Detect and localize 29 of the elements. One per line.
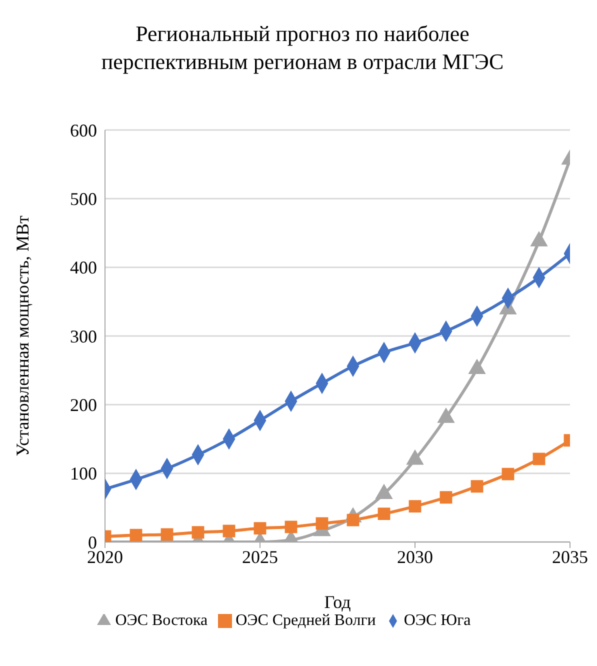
legend-label: ОЭС Средней Волги — [236, 612, 376, 629]
y-tick-label: 600 — [70, 120, 97, 140]
point — [284, 520, 298, 534]
point — [532, 452, 546, 466]
y-tick-label: 400 — [70, 258, 97, 278]
y-tick-label: 100 — [70, 464, 97, 484]
point — [160, 528, 174, 541]
point — [222, 524, 236, 538]
chart-title: Региональный прогноз по наиболее перспективным регионам в отрасли МГЭС — [100, 20, 505, 76]
point — [130, 528, 142, 542]
point — [502, 468, 514, 480]
y-axis-title: Установленная мощность, МВт — [12, 215, 32, 456]
y-tick-label: 500 — [70, 189, 97, 210]
point — [470, 480, 484, 493]
x-tick-label: 2030 — [397, 546, 433, 567]
x-tick-label: 2035 — [552, 546, 588, 567]
y-tick-label: 300 — [70, 326, 97, 346]
y-tick-label: 0 — [88, 532, 97, 552]
point — [378, 508, 390, 520]
y-tick-label: 200 — [70, 395, 97, 416]
point — [192, 526, 204, 539]
legend-label: ОЭС Юга — [404, 612, 471, 629]
point — [316, 517, 328, 530]
x-axis-title: Год — [324, 592, 351, 612]
point — [440, 491, 452, 504]
point — [254, 522, 266, 534]
point — [408, 500, 422, 512]
legend-label: ОЭС Востока — [115, 612, 208, 629]
x-tick-label: 2025 — [242, 546, 278, 567]
